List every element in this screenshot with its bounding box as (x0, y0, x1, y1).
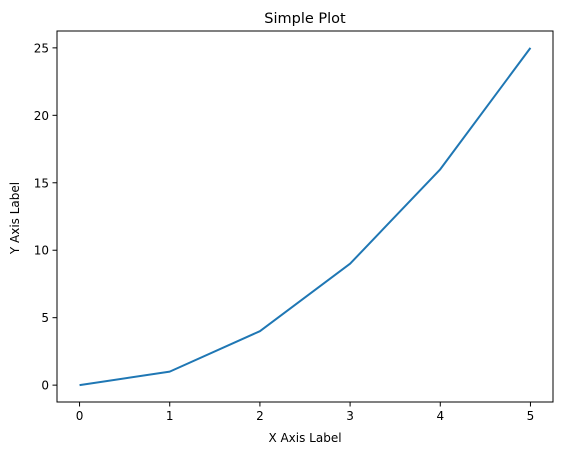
y-tick-label: 20 (34, 109, 49, 123)
x-tick-label: 3 (346, 409, 354, 423)
x-tick-label: 4 (436, 409, 444, 423)
y-axis-label: Y Axis Label (8, 182, 22, 255)
y-tick-label: 10 (34, 244, 49, 258)
x-tick-label: 0 (76, 409, 84, 423)
plot-area: 0 1 2 3 4 5 0 5 10 15 20 25 (34, 30, 554, 423)
plot-frame (56, 30, 554, 403)
y-tick-label: 0 (41, 379, 49, 393)
y-tick-label: 5 (41, 311, 49, 325)
x-axis-label: X Axis Label (268, 431, 341, 445)
y-tick-label: 15 (34, 176, 49, 190)
x-tick-label: 1 (166, 409, 174, 423)
x-tick-label: 2 (256, 409, 264, 423)
chart-title: Simple Plot (264, 11, 346, 27)
series-line-0 (79, 47, 532, 387)
x-tick-label: 5 (527, 409, 535, 423)
y-tick-label: 25 (34, 41, 49, 55)
